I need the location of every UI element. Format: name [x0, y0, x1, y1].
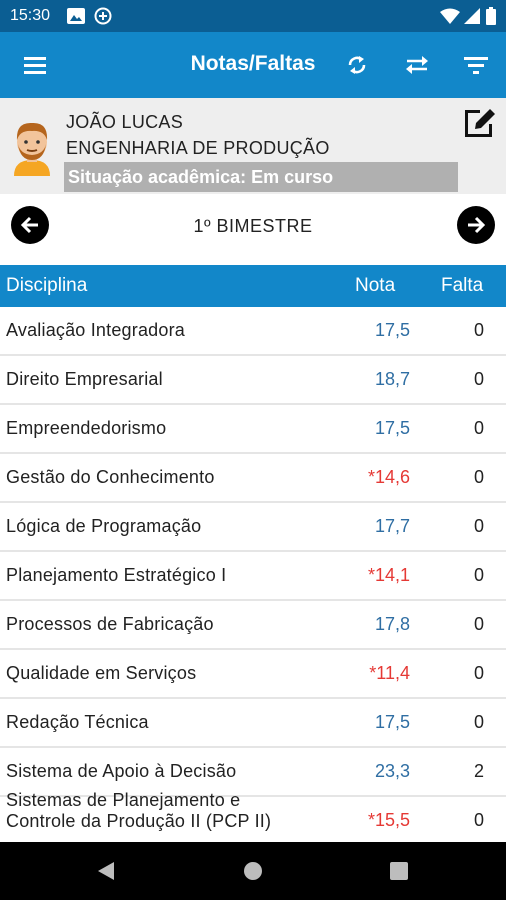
grade-value: *14,1: [367, 565, 410, 585]
discipline-name: Gestão do Conhecimento: [6, 467, 215, 487]
discipline-name: Redação Técnica: [6, 712, 149, 732]
table-row[interactable]: Redação Técnica 17,5 0: [0, 699, 506, 748]
discipline-name: Lógica de Programação: [6, 516, 202, 536]
table-row[interactable]: Qualidade em Serviços *11,4 0: [0, 650, 506, 699]
header-grade: Nota: [355, 275, 396, 296]
table-row[interactable]: Lógica de Programação 17,7 0: [0, 503, 506, 552]
arrow-left-icon: [20, 216, 38, 234]
header-absence: Falta: [441, 275, 484, 296]
avatar: [14, 122, 50, 176]
academic-status: Situação acadêmica: Em curso: [64, 162, 458, 192]
grade-value: 17,5: [374, 712, 410, 732]
edit-icon: [465, 109, 495, 137]
absence-value: 0: [473, 369, 484, 389]
table-row[interactable]: Avaliação Integradora 17,5 0: [0, 307, 506, 356]
grade-value: 17,8: [374, 614, 410, 634]
table-row[interactable]: Direito Empresarial 18,7 0: [0, 356, 506, 405]
table-row[interactable]: Processos de Fabricação 17,8 0: [0, 601, 506, 650]
filter-button[interactable]: [457, 46, 495, 84]
absence-value: 2: [473, 761, 484, 781]
profile-card: JOÃO LUCAS ENGENHARIA DE PRODUÇÃO Situaç…: [0, 98, 506, 194]
signal-icon: [464, 8, 480, 24]
wifi-icon: [440, 8, 460, 24]
edit-profile-button[interactable]: [462, 104, 500, 142]
absence-value: 0: [473, 663, 484, 683]
grades-table-body[interactable]: Avaliação Integradora 17,5 0 Direito Empres…: [0, 307, 506, 840]
status-bar: 15:30: [0, 0, 506, 32]
filter-icon: [464, 57, 488, 74]
grade-value: 17,5: [374, 418, 410, 438]
grade-value: *11,4: [369, 663, 410, 683]
student-course: ENGENHARIA DE PRODUÇÃO: [66, 138, 330, 158]
absence-value: 0: [473, 418, 484, 438]
gallery-icon: [67, 8, 85, 24]
table-row[interactable]: Empreendedorismo 17,5 0: [0, 405, 506, 454]
period-selector: 1º BIMESTRE: [0, 194, 506, 260]
table-row[interactable]: Sistema de Apoio à Decisão 23,3 2: [0, 748, 506, 797]
period-title: 1º BIMESTRE: [193, 216, 313, 236]
data-saver-icon: [94, 7, 112, 25]
sync-button[interactable]: [338, 46, 376, 84]
absence-value: 0: [473, 614, 484, 634]
grade-value: 17,5: [374, 320, 410, 340]
table-row[interactable]: Gestão do Conhecimento *14,6 0: [0, 454, 506, 503]
table-row[interactable]: Sistemas de Planejamento e Controle da P…: [0, 790, 506, 840]
app-bar: Notas/Faltas: [0, 32, 506, 98]
absence-value: 0: [473, 467, 484, 487]
absence-value: 0: [473, 810, 484, 830]
absence-value: 0: [473, 712, 484, 732]
menu-icon: [24, 57, 46, 74]
absence-value: 0: [473, 516, 484, 536]
grade-value: 23,3: [374, 761, 410, 781]
header-discipline: Disciplina: [6, 275, 88, 296]
status-time: 15:30: [10, 7, 51, 24]
system-navigation-bar: [0, 842, 506, 900]
arrow-right-icon: [468, 216, 486, 234]
absence-value: 0: [473, 565, 484, 585]
battery-icon: [486, 7, 496, 25]
grade-value: 17,7: [374, 516, 410, 536]
discipline-name: Sistema de Apoio à Decisão: [6, 761, 237, 781]
home-icon[interactable]: [244, 862, 262, 880]
grade-value: *15,5: [367, 810, 410, 830]
grades-table-header: Disciplina Nota Falta: [0, 265, 506, 307]
discipline-name: Qualidade em Serviços: [6, 663, 197, 683]
previous-period-button[interactable]: [11, 206, 49, 244]
discipline-name: Avaliação Integradora: [6, 320, 185, 340]
grade-value: 18,7: [374, 369, 410, 389]
absence-value: 0: [473, 320, 484, 340]
table-row[interactable]: Planejamento Estratégico I *14,1 0: [0, 552, 506, 601]
swap-icon: [406, 56, 428, 74]
back-icon[interactable]: [96, 861, 116, 881]
swap-button[interactable]: [398, 46, 436, 84]
discipline-name: Planejamento Estratégico I: [6, 565, 227, 585]
next-period-button[interactable]: [457, 206, 495, 244]
discipline-name: Direito Empresarial: [6, 369, 163, 389]
sync-icon: [348, 56, 366, 74]
student-name: JOÃO LUCAS: [66, 112, 184, 132]
discipline-name: Empreendedorismo: [6, 418, 167, 438]
discipline-name: Processos de Fabricação: [6, 614, 214, 634]
grade-value: *14,6: [367, 467, 410, 487]
recents-icon[interactable]: [390, 862, 408, 880]
discipline-name: Sistemas de Planejamento e Controle da P…: [6, 790, 272, 831]
menu-button[interactable]: [16, 46, 54, 84]
